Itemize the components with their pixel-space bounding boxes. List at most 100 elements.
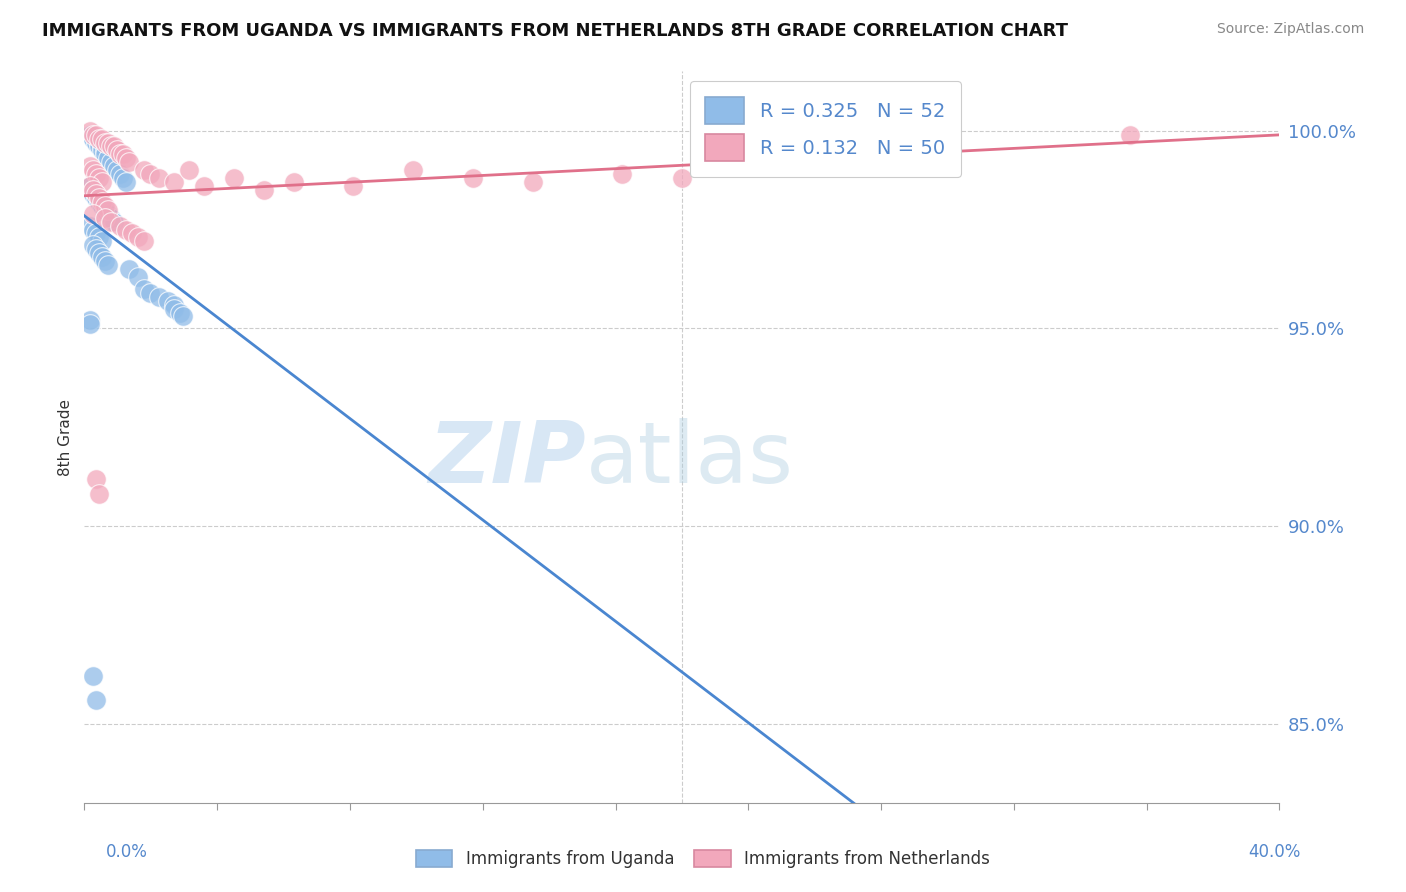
- Point: [222, 171, 245, 186]
- Point: [89, 194, 111, 209]
- Point: [91, 235, 114, 249]
- Text: atlas: atlas: [586, 417, 794, 500]
- Point: [82, 183, 104, 197]
- Point: [157, 293, 180, 308]
- Point: [522, 175, 544, 189]
- Point: [79, 128, 101, 142]
- Text: 40.0%: 40.0%: [1249, 843, 1301, 861]
- Point: [82, 669, 104, 683]
- Point: [97, 152, 120, 166]
- Point: [91, 250, 114, 264]
- Point: [82, 238, 104, 252]
- Point: [105, 163, 128, 178]
- Point: [86, 128, 108, 142]
- Point: [148, 171, 170, 186]
- Point: [91, 194, 114, 209]
- Point: [91, 139, 114, 153]
- Point: [79, 313, 101, 327]
- Point: [110, 167, 132, 181]
- Point: [283, 175, 305, 189]
- Point: [82, 131, 104, 145]
- Point: [177, 163, 200, 178]
- Text: Source: ZipAtlas.com: Source: ZipAtlas.com: [1216, 22, 1364, 37]
- Point: [612, 167, 634, 181]
- Point: [94, 144, 117, 158]
- Point: [139, 167, 162, 181]
- Point: [402, 163, 425, 178]
- Point: [253, 183, 276, 197]
- Point: [97, 202, 120, 217]
- Point: [89, 131, 111, 145]
- Text: ZIP: ZIP: [429, 417, 586, 500]
- Point: [110, 219, 132, 233]
- Point: [121, 227, 143, 241]
- Point: [82, 186, 104, 201]
- Point: [79, 318, 101, 332]
- Point: [82, 128, 104, 142]
- Point: [1119, 128, 1142, 142]
- Point: [671, 171, 693, 186]
- Point: [94, 211, 117, 225]
- Point: [127, 230, 149, 244]
- Point: [132, 235, 156, 249]
- Point: [79, 179, 101, 194]
- Point: [91, 175, 114, 189]
- Point: [79, 123, 101, 137]
- Point: [89, 191, 111, 205]
- Point: [86, 131, 108, 145]
- Point: [172, 310, 194, 324]
- Point: [118, 262, 141, 277]
- Point: [89, 136, 111, 150]
- Point: [86, 186, 108, 201]
- Point: [100, 214, 122, 228]
- Point: [94, 199, 117, 213]
- Point: [163, 175, 186, 189]
- Point: [115, 175, 138, 189]
- Point: [94, 147, 117, 161]
- Point: [86, 227, 108, 241]
- Point: [86, 472, 108, 486]
- Point: [105, 144, 128, 158]
- Point: [79, 179, 101, 194]
- Point: [82, 163, 104, 178]
- Point: [461, 171, 484, 186]
- Text: 0.0%: 0.0%: [105, 843, 148, 861]
- Point: [132, 163, 156, 178]
- Point: [91, 144, 114, 158]
- Point: [127, 269, 149, 284]
- Point: [110, 147, 132, 161]
- Point: [89, 139, 111, 153]
- Point: [97, 258, 120, 272]
- Point: [148, 290, 170, 304]
- Point: [86, 242, 108, 256]
- Point: [100, 155, 122, 169]
- Point: [163, 301, 186, 316]
- Point: [91, 199, 114, 213]
- Point: [89, 230, 111, 244]
- Point: [132, 282, 156, 296]
- Point: [94, 202, 117, 217]
- Point: [86, 693, 108, 707]
- Point: [79, 219, 101, 233]
- Point: [169, 305, 191, 319]
- Point: [139, 285, 162, 300]
- Point: [82, 222, 104, 236]
- Point: [112, 147, 135, 161]
- Point: [112, 171, 135, 186]
- Point: [118, 155, 141, 169]
- Point: [86, 167, 108, 181]
- Point: [94, 136, 117, 150]
- Point: [115, 152, 138, 166]
- Point: [342, 179, 364, 194]
- Point: [100, 211, 122, 225]
- Point: [82, 207, 104, 221]
- Point: [89, 487, 111, 501]
- Point: [100, 139, 122, 153]
- Point: [86, 136, 108, 150]
- Point: [82, 183, 104, 197]
- Point: [193, 179, 215, 194]
- Point: [103, 214, 125, 228]
- Point: [97, 207, 120, 221]
- Point: [94, 254, 117, 268]
- Point: [163, 298, 186, 312]
